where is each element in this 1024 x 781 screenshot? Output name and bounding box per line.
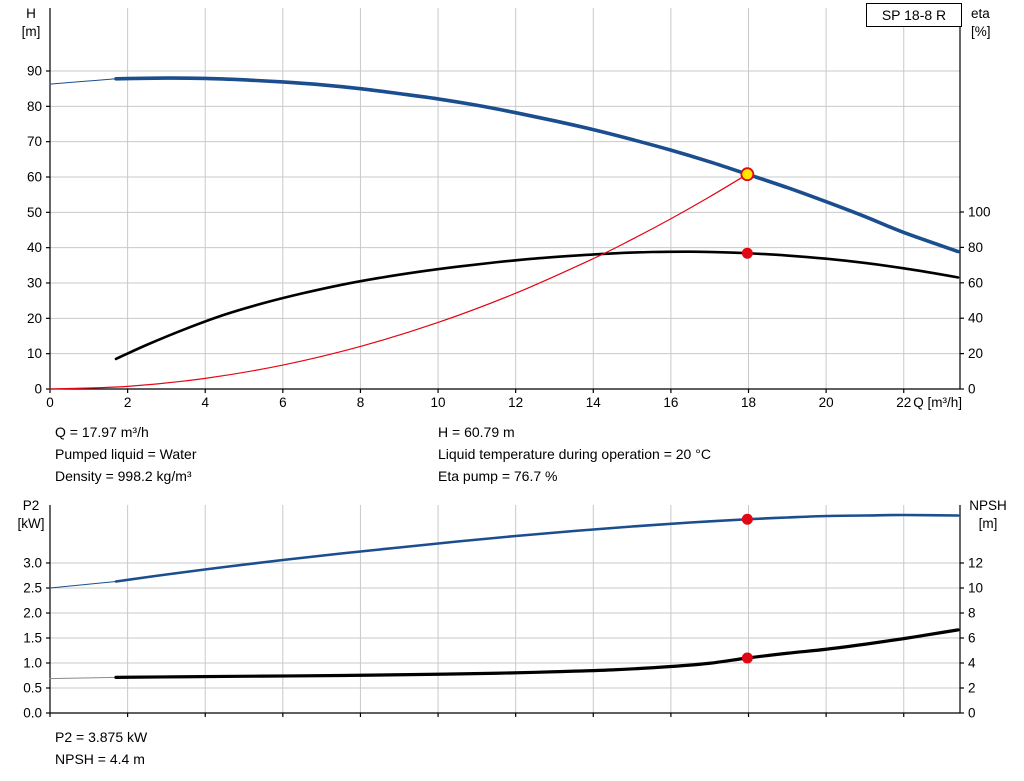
performance-chart: 0 10 20 30 40 50 60 70 80 90 0 20 40 60 80 100 0 2 4 6 8 10 12…	[22, 6, 991, 410]
tick-label: 4	[968, 656, 976, 671]
gridlines	[50, 505, 960, 713]
x-axis-title: Q [m³/h]	[913, 395, 962, 410]
tick-label: 0.0	[23, 706, 42, 721]
power-npsh-captions: P2 = 3.875 kW NPSH = 4.4 m	[55, 726, 147, 770]
duty-point	[740, 167, 755, 182]
axes: 0.0 0.5 1.0 1.5 2.0 2.5 3.0 0 2 4 6 8 10 12	[23, 505, 983, 721]
tick-label: 6	[279, 395, 287, 410]
tick-label: 16	[663, 395, 678, 410]
tick-label: 6	[968, 631, 976, 646]
tick-label: 50	[27, 205, 42, 220]
efficiency-curve	[114, 250, 960, 361]
caption-p2: P2 = 3.875 kW	[55, 729, 148, 745]
tick-label: 1.5	[23, 631, 42, 646]
tick-label: 14	[586, 395, 602, 410]
system-curve	[49, 173, 748, 390]
p2-point	[741, 513, 753, 525]
operating-point-markers	[740, 167, 755, 259]
p2-curve	[114, 513, 960, 583]
head-curve-lead	[49, 78, 117, 85]
tick-label: 80	[968, 240, 983, 255]
y-right-axis-title: NPSH	[969, 498, 1007, 513]
tick-label: 0	[34, 382, 42, 397]
caption-eta-pump: Eta pump = 76.7 %	[438, 468, 558, 484]
efficiency-point	[741, 247, 753, 259]
gridlines	[50, 8, 960, 389]
tick-label: 10	[968, 581, 983, 596]
tick-label: 30	[27, 275, 42, 290]
power-npsh-chart: 0.0 0.5 1.0 1.5 2.0 2.5 3.0 0 2 4 6 8 10 12 P2 [kW] N…	[18, 498, 1007, 721]
caption-liquid: Pumped liquid = Water	[55, 446, 197, 462]
y-left-axis-unit: [m]	[22, 24, 41, 39]
tick-label: 1.0	[23, 656, 42, 671]
tick-label: 0.5	[23, 681, 42, 696]
tick-label: 22	[896, 395, 911, 410]
tick-label: 100	[968, 204, 991, 219]
tick-label: 0	[46, 395, 54, 410]
operating-point-markers	[741, 513, 753, 664]
caption-row: Density = 998.2 kg/m³ Eta pump = 76.7 %	[55, 465, 711, 487]
curves	[49, 76, 960, 390]
caption-row: Pumped liquid = Water Liquid temperature …	[55, 443, 711, 465]
tick-label: 10	[27, 346, 42, 361]
tick-label: 8	[968, 606, 976, 621]
npsh-curve	[114, 628, 960, 679]
curves	[49, 513, 960, 680]
npsh-curve-lead	[49, 676, 117, 680]
duty-point-captions: Q = 17.97 m³/h H = 60.79 m Pumped liquid …	[55, 421, 711, 487]
y-left-axis-unit: [kW]	[18, 516, 45, 531]
y-left-axis-title: H	[26, 6, 36, 21]
tick-label: 8	[357, 395, 365, 410]
tick-label: 20	[968, 346, 983, 361]
y-right-axis-title: eta	[971, 6, 990, 21]
y-right-axis-unit: [%]	[971, 24, 991, 39]
tick-label: 10	[431, 395, 446, 410]
tick-label: 20	[27, 311, 42, 326]
axes: 0 10 20 30 40 50 60 70 80 90 0 20 40 60 80 100 0 2 4 6 8 10 12…	[27, 8, 991, 410]
tick-label: 90	[27, 63, 42, 78]
tick-label: 2.5	[23, 581, 42, 596]
caption-h: H = 60.79 m	[438, 424, 515, 440]
tick-label: 0	[968, 706, 976, 721]
npsh-point	[741, 652, 753, 664]
tick-label: 4	[201, 395, 209, 410]
tick-label: 12	[968, 556, 983, 571]
tick-label: 80	[27, 99, 42, 114]
tick-label: 40	[27, 240, 42, 255]
y-left-axis-title: P2	[23, 498, 40, 513]
caption-npsh: NPSH = 4.4 m	[55, 751, 145, 767]
caption-temperature: Liquid temperature during operation = 20…	[438, 446, 711, 462]
tick-label: 18	[741, 395, 756, 410]
tick-label: 2	[124, 395, 132, 410]
tick-label: 20	[819, 395, 834, 410]
tick-label: 70	[27, 134, 42, 149]
p2-curve-lead	[49, 581, 117, 589]
tick-label: 3.0	[23, 556, 42, 571]
y-right-axis-unit: [m]	[979, 516, 998, 531]
tick-label: 2	[968, 681, 976, 696]
tick-label: 2.0	[23, 606, 42, 621]
caption-q: Q = 17.97 m³/h	[55, 424, 149, 440]
head-curve	[114, 76, 960, 254]
tick-label: 40	[968, 311, 983, 326]
caption-density: Density = 998.2 kg/m³	[55, 468, 192, 484]
tick-label: 60	[27, 169, 42, 184]
pump-model-label: SP 18-8 R	[866, 3, 962, 27]
tick-label: 60	[968, 275, 983, 290]
tick-label: 0	[968, 382, 976, 397]
caption-row: Q = 17.97 m³/h H = 60.79 m	[55, 421, 711, 443]
tick-label: 12	[508, 395, 523, 410]
